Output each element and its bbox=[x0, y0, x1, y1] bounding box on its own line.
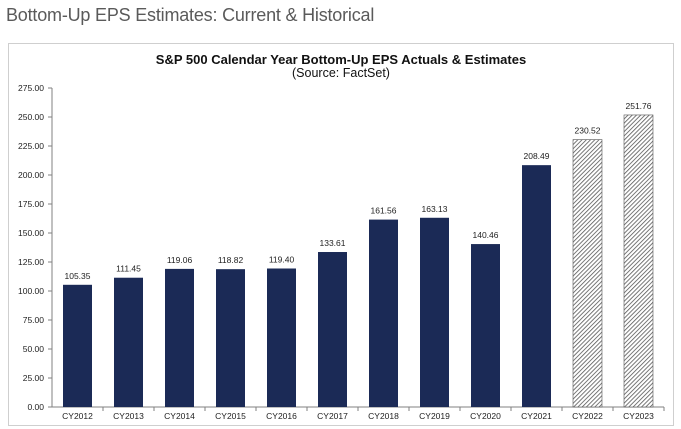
y-tick-label: 100.00 bbox=[18, 286, 44, 296]
bar-actual bbox=[318, 252, 347, 407]
x-tick-label: CY2019 bbox=[419, 411, 450, 421]
y-tick-label: 200.00 bbox=[18, 170, 44, 180]
bar-actual bbox=[420, 217, 449, 407]
data-label: 230.52 bbox=[575, 126, 601, 136]
x-axis: CY2012 CY2013 CY2014 CY2015 CY2016 CY2017 CY20… bbox=[52, 406, 665, 421]
y-tick-label: 125.00 bbox=[18, 257, 44, 267]
chart-subtitle: (Source: FactSet) bbox=[292, 66, 390, 80]
data-label: 163.13 bbox=[422, 204, 448, 214]
x-tick-label: CY2018 bbox=[368, 411, 399, 421]
data-label: 119.06 bbox=[167, 255, 193, 265]
bar-actual bbox=[216, 269, 245, 407]
x-tick-label: CY2023 bbox=[623, 411, 654, 421]
y-tick-label: 250.00 bbox=[18, 112, 44, 122]
y-tick-label: 225.00 bbox=[18, 141, 44, 151]
x-tick-label: CY2021 bbox=[521, 411, 552, 421]
data-label: 119.40 bbox=[269, 254, 295, 264]
y-tick-label: 0.00 bbox=[27, 402, 44, 412]
bar-estimate bbox=[572, 139, 603, 408]
data-label: 161.56 bbox=[371, 206, 397, 216]
data-label: 208.49 bbox=[524, 151, 550, 161]
bar-actual bbox=[114, 277, 143, 407]
x-tick-label: CY2016 bbox=[266, 411, 297, 421]
bar-estimate bbox=[623, 114, 654, 408]
x-tick-label: CY2015 bbox=[215, 411, 246, 421]
data-label: 133.61 bbox=[320, 238, 346, 248]
bar-actual bbox=[63, 284, 92, 407]
data-label: 111.45 bbox=[116, 264, 141, 274]
data-label: 105.35 bbox=[65, 271, 91, 281]
chart-title: S&P 500 Calendar Year Bottom-Up EPS Actu… bbox=[155, 52, 527, 67]
bar-actual bbox=[471, 244, 500, 407]
x-tick-label: CY2012 bbox=[62, 411, 93, 421]
x-tick-label: CY2013 bbox=[113, 411, 144, 421]
bar-actual bbox=[522, 165, 551, 407]
data-label: 118.82 bbox=[218, 255, 244, 265]
bar-series bbox=[63, 114, 654, 408]
page-heading: Bottom-Up EPS Estimates: Current & Histo… bbox=[6, 5, 375, 25]
y-tick-label: 150.00 bbox=[18, 228, 44, 238]
bar-actual bbox=[267, 268, 296, 407]
y-axis: 0.00 25.00 50.00 75.00 100.00 125.00 150.00 175… bbox=[18, 83, 53, 412]
x-tick-label: CY2014 bbox=[164, 411, 195, 421]
x-tick-label: CY2017 bbox=[317, 411, 348, 421]
y-tick-label: 175.00 bbox=[18, 199, 44, 209]
data-label: 140.46 bbox=[473, 230, 499, 240]
data-labels: 105.35 111.45 119.06 118.82 119.40 133.61 161.… bbox=[65, 101, 652, 281]
bar-actual bbox=[165, 268, 194, 407]
x-tick-label: CY2022 bbox=[572, 411, 603, 421]
y-tick-label: 50.00 bbox=[23, 344, 45, 354]
x-tick-label: CY2020 bbox=[470, 411, 501, 421]
data-label: 251.76 bbox=[626, 101, 652, 111]
y-tick-label: 275.00 bbox=[18, 83, 44, 93]
bar-actual bbox=[369, 219, 398, 407]
y-tick-label: 25.00 bbox=[23, 373, 45, 383]
y-tick-label: 75.00 bbox=[23, 315, 45, 325]
